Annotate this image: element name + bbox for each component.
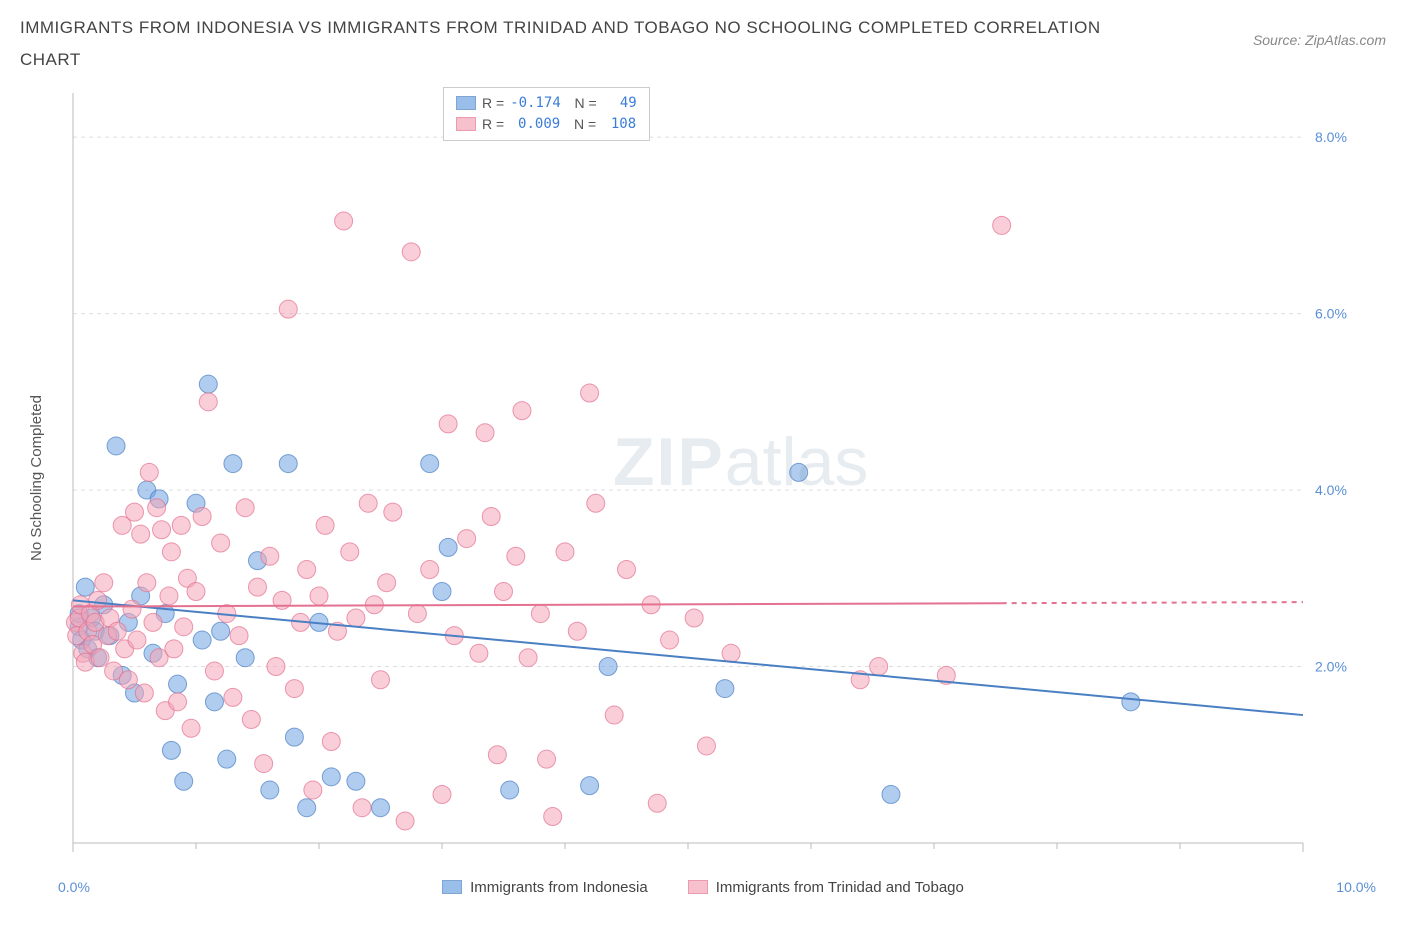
y-axis-label: No Schooling Completed: [20, 83, 53, 873]
chart-title: IMMIGRANTS FROM INDONESIA VS IMMIGRANTS …: [20, 12, 1120, 77]
legend-label-trinidad: Immigrants from Trinidad and Tobago: [716, 879, 964, 896]
legend-item-indonesia: Immigrants from Indonesia: [442, 879, 648, 896]
source-attribution: Source: ZipAtlas.com: [1253, 32, 1386, 48]
x-axis-max-label: 10.0%: [1336, 879, 1376, 895]
chart-container: No Schooling Completed 2.0%4.0%6.0%8.0% …: [20, 83, 1386, 873]
legend-label-indonesia: Immigrants from Indonesia: [470, 879, 648, 896]
x-axis-min-label: 0.0%: [58, 879, 90, 895]
svg-text:8.0%: 8.0%: [1315, 129, 1347, 145]
scatter-chart-svg: 2.0% 4.0% 6.0% 8.0%: [53, 83, 1373, 873]
correlation-legend: R = -0.174 N = 49R = 0.009 N = 108: [443, 87, 650, 141]
legend-item-trinidad: Immigrants from Trinidad and Tobago: [688, 879, 964, 896]
plot-area: 2.0%4.0%6.0%8.0% ZIPatlas R = -0.174 N =…: [53, 83, 1386, 873]
series-legend: 0.0% Immigrants from Indonesia Immigrant…: [20, 879, 1386, 896]
svg-text:6.0%: 6.0%: [1315, 305, 1347, 321]
swatch-icon: [688, 880, 708, 894]
svg-text:2.0%: 2.0%: [1315, 658, 1347, 674]
swatch-icon: [442, 880, 462, 894]
svg-text:4.0%: 4.0%: [1315, 482, 1347, 498]
chart-header: IMMIGRANTS FROM INDONESIA VS IMMIGRANTS …: [20, 12, 1386, 77]
